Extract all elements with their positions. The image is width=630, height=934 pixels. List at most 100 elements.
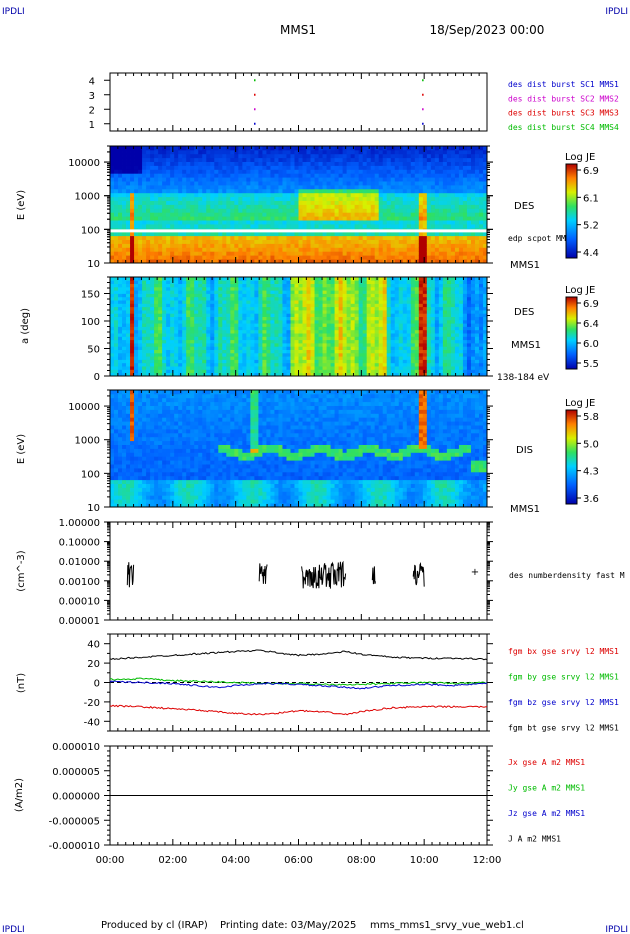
des-energy-cell xyxy=(422,243,428,248)
des-pitch-cell xyxy=(154,346,159,350)
des-energy-cell xyxy=(118,161,123,166)
des-energy-cell xyxy=(390,161,396,166)
des-pitch-cell xyxy=(310,306,315,311)
des-pitch-cell xyxy=(170,356,175,360)
des-pitch-cell xyxy=(158,343,163,347)
des-pitch-cell xyxy=(278,313,283,317)
des-energy-cell xyxy=(190,204,195,209)
des-pitch-cell xyxy=(262,329,267,334)
des-pitch-cell xyxy=(138,313,143,317)
des-energy-cell xyxy=(198,192,203,198)
des-energy-cell xyxy=(162,208,167,213)
des-pitch-cell xyxy=(262,296,267,301)
des-energy-cell xyxy=(474,185,480,190)
des-energy-cell xyxy=(234,192,239,198)
des-energy-cell xyxy=(382,200,388,205)
des-pitch-cell xyxy=(166,339,171,344)
des-energy-cell xyxy=(278,188,283,194)
des-energy-cell xyxy=(190,181,195,186)
des-pitch-cell xyxy=(150,316,155,321)
des-energy-cell xyxy=(398,173,404,178)
des-energy-cell xyxy=(238,165,243,170)
des-energy-cell xyxy=(442,185,448,190)
des-energy-ytick-label: 10 xyxy=(87,259,100,270)
des-energy-cell xyxy=(206,255,211,260)
des-pitch-cell xyxy=(130,300,135,304)
des-energy-cell xyxy=(362,161,368,166)
des-pitch-cell xyxy=(178,300,183,304)
des-energy-cell xyxy=(214,169,219,174)
des-energy-cell xyxy=(302,255,307,260)
des-pitch-cell xyxy=(346,296,352,301)
des-pitch-cell xyxy=(334,333,340,337)
des-pitch-cell xyxy=(346,356,352,360)
des-energy-cell xyxy=(202,173,207,178)
des-pitch-cell xyxy=(214,336,219,341)
des-energy-cell xyxy=(194,149,199,155)
des-energy-cell xyxy=(290,157,295,162)
des-pitch-cell xyxy=(290,352,295,357)
des-energy-cell xyxy=(258,231,263,237)
des-energy-cell xyxy=(370,165,376,170)
des-pitch-cell xyxy=(258,316,263,321)
des-energy-cell xyxy=(238,196,243,201)
des-energy-cell xyxy=(426,177,432,182)
des-energy-cell xyxy=(174,146,179,151)
des-energy-cell xyxy=(234,247,239,252)
des-energy-cell xyxy=(118,188,123,194)
des-pitch-cell xyxy=(130,280,135,284)
des-pitch-cell xyxy=(134,283,139,288)
des-pitch-cell xyxy=(290,286,295,291)
des-energy-cell xyxy=(154,157,159,162)
des-pitch-cell xyxy=(330,329,335,334)
des-energy-cell xyxy=(366,216,372,221)
des-energy-cell xyxy=(158,204,163,209)
des-pitch-cell xyxy=(270,303,275,308)
des-pitch-cell xyxy=(226,359,231,364)
des-energy-cell xyxy=(266,247,271,252)
des-energy-cell xyxy=(410,153,416,159)
des-pitch-cell xyxy=(222,339,227,344)
des-pitch-cell xyxy=(218,296,223,301)
des-energy-cell xyxy=(146,243,151,248)
des-energy-cell xyxy=(458,149,464,155)
des-energy-cell xyxy=(138,173,143,178)
des-pitch-cell xyxy=(218,356,223,360)
des-pitch-cell xyxy=(330,300,335,304)
des-energy-cell xyxy=(334,192,340,198)
des-pitch-cell xyxy=(370,343,376,347)
des-pitch-cell xyxy=(266,343,271,347)
des-energy-cell xyxy=(230,216,235,221)
des-pitch-cell xyxy=(278,280,283,284)
des-pitch-cell xyxy=(138,303,143,308)
des-pitch-cell xyxy=(306,290,311,294)
des-pitch-cell xyxy=(334,323,340,327)
des-pitch-cell xyxy=(210,290,215,294)
des-energy-cell xyxy=(118,177,123,182)
des-energy-cell xyxy=(194,153,199,159)
des-pitch-cell xyxy=(298,369,303,374)
des-pitch-cell xyxy=(358,352,364,357)
des-pitch-cell xyxy=(318,290,323,294)
des-pitch-cell xyxy=(166,349,171,354)
des-pitch-cell xyxy=(206,306,211,311)
des-pitch-cell xyxy=(230,296,235,301)
des-pitch-cell xyxy=(150,359,155,364)
des-energy-cell xyxy=(374,153,380,159)
des-pitch-cell xyxy=(334,280,340,284)
des-energy-cell xyxy=(170,212,175,217)
des-energy-cell xyxy=(414,196,420,201)
des-energy-cell xyxy=(274,220,279,225)
des-energy-cell xyxy=(258,216,263,221)
des-pitch-cell xyxy=(218,280,223,284)
des-pitch-cell xyxy=(338,359,344,364)
des-energy-cell xyxy=(206,231,211,237)
des-energy-cell xyxy=(314,196,319,201)
des-energy-cell xyxy=(470,161,476,166)
des-energy-cell xyxy=(138,220,143,225)
des-pitch-cell xyxy=(278,326,283,331)
des-energy-cell xyxy=(138,153,143,159)
des-energy-cell xyxy=(202,243,207,248)
des-energy-cell xyxy=(422,200,428,205)
